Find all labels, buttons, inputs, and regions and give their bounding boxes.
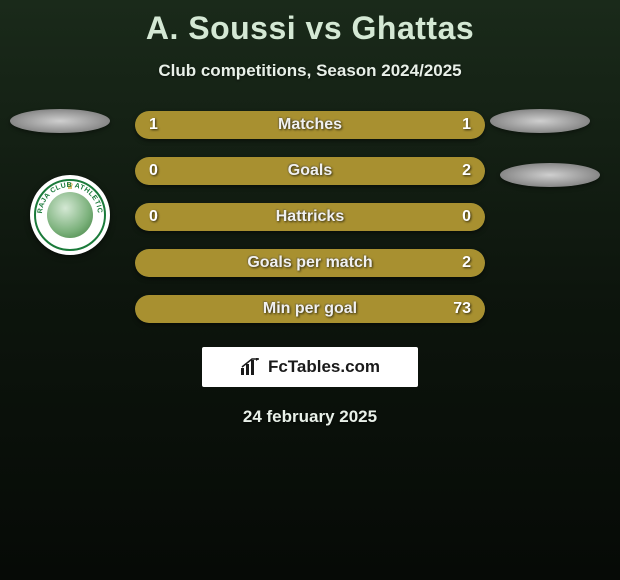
player-badge-right xyxy=(490,109,590,133)
branding-box: FcTables.com xyxy=(202,347,418,387)
club-badge-left: ♛ RAJA CLUB ATHLETIC xyxy=(30,175,110,255)
stat-left-value: 0 xyxy=(149,208,158,226)
page-title: A. Soussi vs Ghattas xyxy=(0,0,620,47)
comparison-card: A. Soussi vs Ghattas Club competitions, … xyxy=(0,0,620,580)
stat-row: Goals per match 2 xyxy=(135,249,485,277)
subtitle: Club competitions, Season 2024/2025 xyxy=(0,61,620,81)
stat-right-value: 73 xyxy=(453,300,471,318)
stat-label: Goals per match xyxy=(247,254,372,272)
stat-right-value: 0 xyxy=(462,208,471,226)
content-area: ♛ RAJA CLUB ATHLETIC 1 Matches 1 0 Goals 2 0 Ha… xyxy=(0,111,620,427)
stat-label: Min per goal xyxy=(263,300,357,318)
branding-label: FcTables.com xyxy=(268,357,380,377)
stat-left-value: 1 xyxy=(149,116,158,134)
stat-row: Min per goal 73 xyxy=(135,295,485,323)
stat-label: Goals xyxy=(288,162,332,180)
svg-text:RAJA CLUB ATHLETIC: RAJA CLUB ATHLETIC xyxy=(37,182,103,214)
stat-right-value: 2 xyxy=(462,162,471,180)
stat-label: Hattricks xyxy=(276,208,344,226)
player-badge-left xyxy=(10,109,110,133)
stat-left-value: 0 xyxy=(149,162,158,180)
stat-right-value: 2 xyxy=(462,254,471,272)
stat-row: 1 Matches 1 xyxy=(135,111,485,139)
stat-label: Matches xyxy=(278,116,342,134)
club-badge-arc-text: RAJA CLUB ATHLETIC xyxy=(34,179,106,251)
stat-row: 0 Goals 2 xyxy=(135,157,485,185)
date-label: 24 february 2025 xyxy=(0,407,620,427)
stat-right-value: 1 xyxy=(462,116,471,134)
bars-icon xyxy=(240,358,262,376)
player-badge-right-2 xyxy=(500,163,600,187)
stat-row: 0 Hattricks 0 xyxy=(135,203,485,231)
